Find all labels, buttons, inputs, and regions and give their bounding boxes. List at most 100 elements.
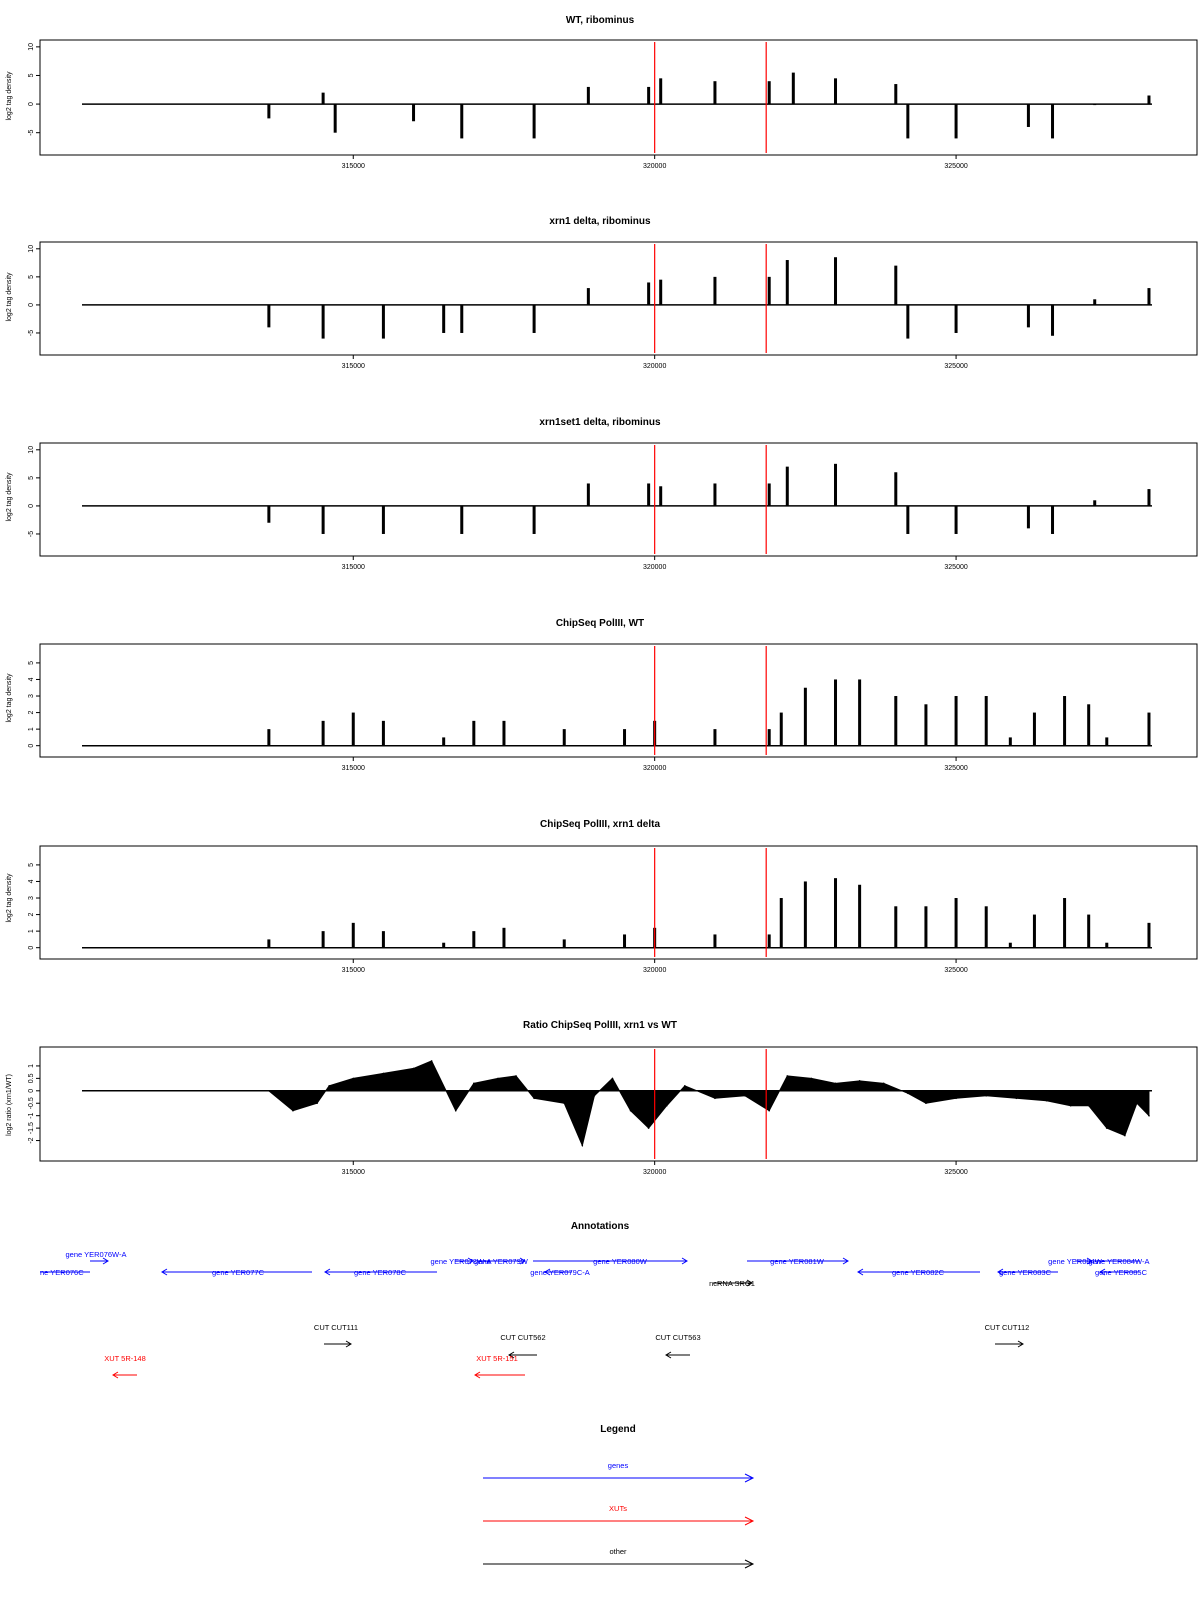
gene-arrow — [857, 1268, 980, 1276]
other-arrow — [665, 1351, 690, 1359]
y-tick-label: -1 — [28, 1112, 35, 1118]
data-bar — [906, 304, 910, 339]
data-bar — [351, 712, 355, 746]
x-tick-label: 320000 — [643, 765, 666, 772]
x-tick-label: 315000 — [342, 1169, 365, 1176]
data-bar — [532, 104, 536, 139]
annotation-label: gene YER077C — [212, 1268, 265, 1277]
plot-frame — [39, 39, 1198, 156]
data-bar — [954, 104, 958, 139]
gene-arrow — [1099, 1268, 1140, 1276]
y-tick-label: -2 — [28, 1137, 35, 1143]
data-bar — [713, 483, 717, 506]
panel-xrn1set1-ribominus: xrn1set1 delta, ribominus log2 tag densi… — [6, 417, 1198, 571]
data-bar — [442, 942, 446, 948]
data-bar — [442, 737, 446, 746]
plot-frame — [39, 442, 1198, 557]
data-point — [316, 1102, 318, 1105]
other-arrow — [508, 1351, 537, 1359]
panel-chipseq-wt: ChipSeq PolIII, WT log2 tag density 0 1 2 3… — [6, 618, 1198, 772]
data-point — [593, 1094, 596, 1097]
data-bar — [1032, 712, 1036, 746]
data-bar — [321, 304, 325, 339]
y-axis-label: log2 tag density — [6, 873, 13, 923]
data-point — [882, 1082, 885, 1085]
gene-arrow — [533, 1257, 688, 1265]
x-tick-label: 315000 — [342, 967, 365, 974]
x-tick-label: 320000 — [643, 564, 666, 571]
data-point — [497, 1077, 499, 1080]
data-point — [714, 1097, 716, 1100]
data-bar — [894, 472, 898, 506]
data-point — [1136, 1102, 1138, 1105]
annotation-label: gene YER082C — [892, 1268, 945, 1277]
data-bar — [460, 104, 464, 139]
data-point — [955, 1097, 957, 1100]
y-tick-label: 3 — [28, 896, 35, 900]
data-bar — [984, 906, 988, 948]
x-tick-label: 320000 — [643, 967, 666, 974]
data-bar — [713, 729, 717, 746]
data-bar — [381, 505, 385, 534]
y-tick-label: 5 — [28, 476, 35, 480]
data-bar — [381, 304, 385, 339]
data-point — [1087, 1104, 1090, 1107]
data-bar — [472, 720, 476, 746]
data-bar — [1051, 505, 1055, 534]
data-point — [629, 1109, 632, 1112]
legend-label-genes: genes — [608, 1461, 629, 1470]
data-bar — [647, 483, 651, 506]
annotation-label: CUT CUT111 — [314, 1323, 358, 1332]
panel-title: ChipSeq PolIII, xrn1 delta — [540, 819, 660, 830]
data-bar — [623, 934, 627, 948]
y-tick-label: 4 — [28, 879, 35, 883]
y-tick-label: -5 — [28, 330, 35, 336]
data-bar — [321, 931, 325, 948]
data-bar — [1147, 288, 1151, 305]
annotation-label: XUT 5R-151 — [476, 1354, 518, 1363]
data-point — [858, 1080, 861, 1082]
data-bar — [894, 906, 898, 948]
legend-arrow-xuts — [483, 1516, 755, 1526]
gene-arrow — [161, 1268, 312, 1276]
data-bar — [785, 260, 789, 305]
gene-arrow — [997, 1268, 1058, 1276]
data-bar — [532, 304, 536, 333]
x-tick-label: 325000 — [944, 163, 967, 170]
data-point — [684, 1085, 686, 1087]
data-point — [786, 1075, 789, 1077]
y-tick-label: 0 — [28, 303, 35, 307]
data-bar — [502, 927, 506, 948]
other-arrow — [324, 1340, 352, 1348]
legend: Legend genes XUTs other — [483, 1424, 755, 1569]
data-bar — [834, 878, 838, 948]
data-point — [925, 1102, 927, 1105]
data-bar — [1051, 104, 1055, 139]
data-bar — [1147, 95, 1151, 105]
data-point — [611, 1077, 614, 1080]
data-bar — [351, 922, 355, 948]
annotations-track: Annotations — [40, 1221, 1150, 1379]
data-bar — [1093, 104, 1097, 106]
annotation-label: gene YER084W-A — [1088, 1257, 1149, 1266]
data-point — [744, 1094, 746, 1097]
data-bar — [267, 939, 271, 948]
annotation-label: gene YER079W — [474, 1257, 529, 1266]
data-bar — [460, 505, 464, 534]
data-bar — [954, 898, 958, 948]
data-bar — [267, 304, 271, 328]
data-bar — [472, 931, 476, 948]
data-point — [1124, 1134, 1126, 1137]
y-axis-label: log2 ratio (xrn1/WT) — [6, 1074, 13, 1136]
panel-title: ChipSeq PolIII, WT — [556, 618, 644, 629]
data-point — [328, 1085, 330, 1087]
y-tick-label: 10 — [28, 245, 35, 253]
y-tick-label: 0.5 — [28, 1073, 35, 1083]
x-tick-label: 320000 — [643, 363, 666, 370]
y-tick-label: -0.5 — [28, 1097, 35, 1109]
data-bar — [1105, 942, 1109, 948]
data-bar — [1063, 898, 1067, 948]
y-tick-label: 0 — [28, 504, 35, 508]
data-point — [382, 1072, 385, 1075]
